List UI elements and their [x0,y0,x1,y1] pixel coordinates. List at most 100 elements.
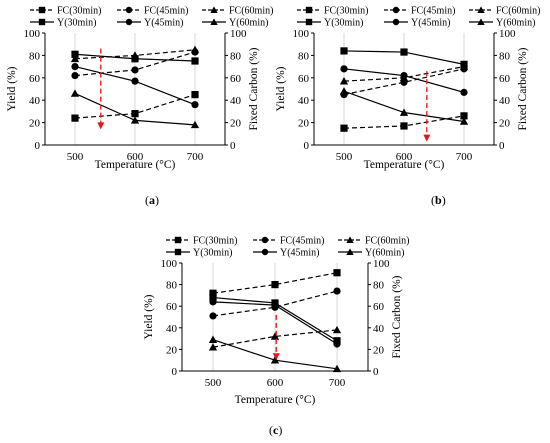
y-axis-label-right: Fixed Carbon (%) [391,275,403,358]
series-fc30min-point-600 [400,122,408,130]
series-y60min-point-500 [208,335,218,343]
y-axis-label-left: Yield (%) [143,294,155,339]
legend-fc45min-marker [261,236,269,244]
legend-fc45min-label: FC(45min) [280,236,324,247]
series-fc45min-point-600 [131,66,139,74]
legend-y45min-marker [125,18,133,26]
y-tick-label-right: 100 [373,258,390,270]
y-tick-label-right: 40 [373,323,385,335]
x-tick-label: 500 [205,377,222,389]
y-tick-label-right: 60 [499,73,511,85]
legend-fc30min-marker [38,6,46,14]
y-tick-label-right: 40 [230,95,242,107]
legend-fc45min-label: FC(45min) [411,6,455,17]
y-axis-label-left: Yield (%) [275,66,287,111]
y-tick-label-right: 20 [373,344,385,356]
legend-y60min-label: Y(60min) [365,248,404,259]
y-tick-label-left: 60 [166,301,178,313]
x-axis-label: Temperature (°C) [364,159,445,171]
series-y45min-point-600 [271,301,279,309]
y-tick-label-right: 60 [373,301,385,313]
y-tick-label-left: 100 [161,258,178,270]
y-tick-label-right: 20 [499,118,511,130]
x-tick-label: 700 [187,151,204,163]
y-tick-label-right: 80 [230,50,242,62]
series-y45min-point-700 [333,340,341,348]
y-tick-label-right: 0 [373,366,379,378]
legend-y60min-label: Y(60min) [229,18,268,29]
y-tick-label-right: 100 [230,28,247,40]
legend-fc45min-marker [125,6,133,14]
y-tick-label-left: 100 [293,28,310,40]
panel-c-label: (c) [269,423,283,437]
y-tick-label-right: 40 [499,95,511,107]
chart-panel-c: 0 0 20 20 40 40 60 60 80 80 100 100 500 600 700 Tempera… [143,236,409,407]
x-axis-label: Temperature (°C) [235,394,316,406]
y-tick-label-right: 0 [230,140,236,152]
series-fc30min-point-700 [460,112,468,120]
series-y30min-point-700 [191,57,199,65]
y-tick-label-left: 40 [298,95,310,107]
series-fc60min-point-700 [190,45,200,54]
legend-fc60min-label: FC(60min) [365,236,409,247]
legend-y45min-marker [392,18,400,26]
legend-fc30min-label: FC(30min) [324,6,368,17]
series-fc45min-point-700 [333,287,341,295]
y-tick-label-right: 80 [499,50,511,62]
y-tick-label-left: 20 [298,118,310,130]
y-tick-label-left: 40 [166,323,178,335]
legend-y60min-marker [210,18,218,25]
y-tick-label-left: 80 [166,280,178,292]
legend-fc30min-marker [174,236,182,244]
series-y45min-point-500 [71,63,79,71]
y-tick-label-left: 60 [298,73,310,85]
legend-y45min-label: Y(45min) [280,248,319,259]
series-fc30min-point-500 [340,124,348,132]
legend-y30min-marker [305,18,313,26]
series-fc30min-point-600 [131,110,139,118]
series-y30min-point-600 [131,55,139,63]
legend-fc60min-label: FC(60min) [496,6,540,17]
legend-y60min-marker [477,18,485,25]
legend-fc30min-marker [305,6,313,14]
legend-fc30min-label: FC(30min) [57,6,101,17]
y-tick-label-left: 0 [304,140,310,152]
x-tick-label: 600 [396,151,413,163]
y-tick-label-left: 100 [24,28,41,40]
series-fc60min-point-600 [270,332,280,340]
legend-y45min-label: Y(45min) [411,18,450,29]
legend-fc45min-label: FC(45min) [144,6,188,17]
x-tick-label: 500 [336,151,353,163]
y-axis-label-right: Fixed Carbon (%) [248,47,260,130]
series-y30min-point-600 [400,48,408,56]
legend-y30min-marker [174,248,182,256]
y-tick-label-right: 100 [499,28,516,40]
series-fc45min-line [343,68,465,96]
y-axis-label-left: Yield (%) [6,66,18,111]
legend-y30min-marker [38,18,46,26]
series-y60min-point-700 [459,117,469,125]
series-fc30min-point-500 [209,289,217,297]
series-fc45min-point-500 [209,312,217,320]
series-y45min-point-600 [400,71,408,80]
series-y60min-point-700 [332,364,342,373]
series-fc30min-point-500 [71,114,79,122]
y-tick-label-right: 20 [230,118,242,130]
x-tick-label: 700 [329,377,346,389]
panel-a-label: (a) [145,193,159,207]
series-fc60min-point-500 [339,77,349,85]
annotation-arrow-head [97,122,105,130]
y-tick-label-left: 0 [172,366,178,378]
x-tick-label: 500 [67,151,84,163]
series-y60min-point-600 [130,116,140,124]
series-y45min-point-600 [131,77,139,85]
series-fc30min-line [212,272,338,294]
y-tick-label-left: 80 [298,50,310,62]
legend-y30min-label: Y(30min) [193,248,232,259]
legend-y45min-marker [261,248,269,256]
legend-y60min-marker [346,248,354,255]
x-tick-label: 700 [456,151,473,163]
y-axis-label-right: Fixed Carbon (%) [517,47,529,130]
